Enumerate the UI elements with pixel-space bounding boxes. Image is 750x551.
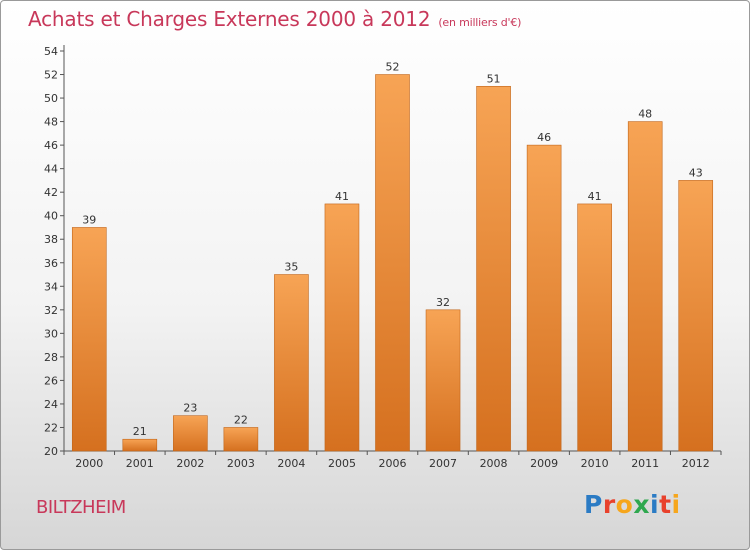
x-tick-label: 2001: [126, 457, 154, 470]
y-tick-label: 34: [44, 280, 58, 293]
bar: [274, 274, 309, 452]
bar: [476, 85, 511, 452]
y-tick-label: 48: [44, 116, 58, 129]
data-label: 52: [386, 61, 400, 74]
bar: [678, 180, 714, 452]
x-tick-label: 2008: [480, 457, 508, 470]
logo-letter: P: [584, 490, 603, 519]
y-tick-label: 24: [44, 398, 58, 411]
bar: [425, 309, 461, 452]
data-label: 41: [588, 190, 602, 203]
chart-title-text: Achats et Charges Externes 2000 à 2012: [28, 7, 431, 31]
data-label: 23: [183, 402, 197, 415]
y-tick-label: 36: [44, 257, 58, 270]
y-tick-label: 40: [44, 210, 58, 223]
commune-name: BILTZHEIM: [36, 497, 126, 518]
logo-letter: o: [615, 490, 634, 519]
logo-letter: i: [671, 490, 681, 519]
y-tick-label: 32: [44, 304, 58, 317]
y-tick-label: 44: [44, 163, 58, 176]
y-tick-label: 20: [44, 445, 58, 458]
bar: [577, 203, 612, 452]
x-tick-label: 2002: [176, 457, 204, 470]
chart-title: Achats et Charges Externes 2000 à 2012 (e…: [28, 7, 521, 31]
x-tick-label: 2012: [682, 457, 710, 470]
bar: [324, 203, 360, 452]
logo-letter: i: [650, 490, 660, 519]
data-label: 46: [537, 131, 551, 144]
logo-letter: t: [659, 490, 672, 519]
proxiti-logo: Proxiti: [584, 490, 681, 519]
x-tick-label: 2010: [581, 457, 609, 470]
y-tick-label: 28: [44, 351, 58, 364]
data-label: 39: [82, 213, 96, 226]
logo-letter: x: [633, 490, 650, 519]
bar: [122, 438, 158, 452]
y-tick-label: 38: [44, 233, 58, 246]
y-tick-label: 54: [44, 45, 58, 58]
y-tick-label: 42: [44, 186, 58, 199]
data-label: 32: [436, 296, 450, 309]
data-label: 51: [487, 72, 501, 85]
bar: [526, 144, 562, 452]
data-label: 41: [335, 190, 349, 203]
bar: [223, 427, 259, 452]
y-tick-label: 50: [44, 92, 58, 105]
data-label: 43: [689, 166, 703, 179]
logo-letter: r: [602, 490, 616, 519]
data-label: 35: [284, 261, 298, 274]
y-tick-label: 46: [44, 139, 58, 152]
chart-subtitle: (en milliers d'€): [438, 16, 522, 29]
y-tick-label: 22: [44, 421, 58, 434]
data-label: 22: [234, 413, 248, 426]
x-tick-label: 2009: [530, 457, 558, 470]
data-label: 21: [133, 425, 147, 438]
bar: [173, 415, 208, 452]
x-tick-label: 2011: [631, 457, 659, 470]
x-tick-label: 2007: [429, 457, 457, 470]
bar: [375, 74, 410, 452]
y-tick-label: 26: [44, 374, 58, 387]
x-tick-label: 2003: [227, 457, 255, 470]
x-tick-label: 2000: [75, 457, 103, 470]
y-tick-label: 30: [44, 327, 58, 340]
x-tick-label: 2006: [379, 457, 407, 470]
y-tick-label: 52: [44, 69, 58, 82]
bar: [627, 121, 663, 452]
bar: [71, 227, 107, 452]
data-label: 48: [638, 108, 652, 121]
x-tick-label: 2004: [277, 457, 305, 470]
x-tick-label: 2005: [328, 457, 356, 470]
